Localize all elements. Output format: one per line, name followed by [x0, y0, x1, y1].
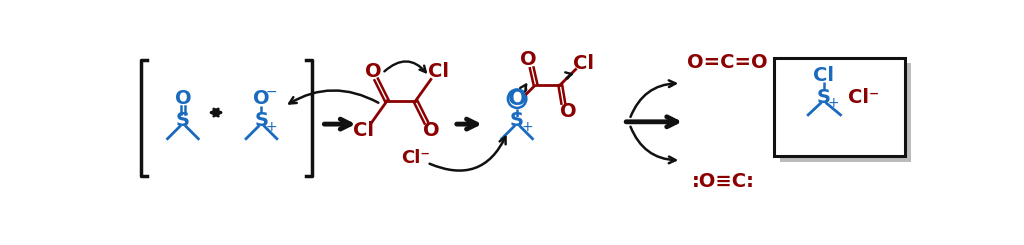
Text: O: O: [253, 89, 269, 108]
Bar: [774, 58, 905, 157]
Text: Cl: Cl: [813, 66, 835, 85]
Text: Cl: Cl: [428, 62, 450, 81]
Text: O=C=O: O=C=O: [687, 53, 768, 72]
Text: −: −: [265, 85, 278, 99]
Text: S: S: [510, 111, 524, 130]
Text: Cl: Cl: [353, 121, 375, 140]
Bar: [779, 63, 910, 162]
Text: O: O: [520, 50, 537, 69]
Text: O: O: [423, 121, 439, 140]
Text: O: O: [559, 101, 577, 121]
Text: O: O: [365, 62, 381, 81]
Text: S: S: [254, 111, 268, 130]
Text: +: +: [827, 96, 840, 110]
Text: O: O: [508, 89, 526, 109]
Text: +: +: [265, 120, 278, 134]
Text: O: O: [175, 89, 191, 108]
Text: Cl: Cl: [572, 54, 594, 73]
Text: :O≡C:: :O≡C:: [692, 172, 755, 191]
Text: S: S: [176, 111, 189, 130]
Text: S: S: [816, 88, 830, 107]
Text: Cl⁻: Cl⁻: [848, 88, 880, 107]
Text: Cl⁻: Cl⁻: [401, 149, 430, 167]
Text: +: +: [521, 120, 532, 134]
